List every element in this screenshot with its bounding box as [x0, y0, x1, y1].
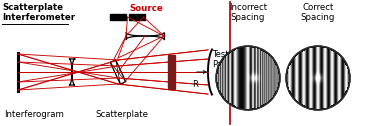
- Text: Scatterplate: Scatterplate: [2, 3, 63, 12]
- Text: Source: Source: [129, 4, 163, 13]
- Text: R: R: [192, 80, 198, 89]
- Text: Interferogram: Interferogram: [4, 110, 64, 119]
- Bar: [110, 14, 126, 20]
- Bar: [129, 14, 145, 20]
- Circle shape: [286, 46, 350, 110]
- Circle shape: [216, 46, 280, 110]
- Bar: [168, 55, 175, 89]
- Text: Scatterplate: Scatterplate: [95, 110, 148, 119]
- Text: Correct
Spacing: Correct Spacing: [301, 3, 335, 22]
- Text: Test
Part: Test Part: [212, 50, 229, 69]
- Text: Incorrect
Spacing: Incorrect Spacing: [229, 3, 267, 22]
- Text: Interferometer: Interferometer: [2, 13, 75, 22]
